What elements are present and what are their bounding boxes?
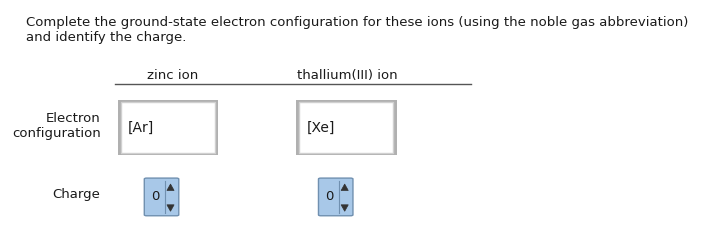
Polygon shape [167,205,174,211]
Text: thallium(III) ion: thallium(III) ion [297,69,398,82]
Text: [Ar]: [Ar] [128,121,154,135]
Polygon shape [341,205,348,211]
Text: zinc ion: zinc ion [147,69,198,82]
Text: Complete the ground-state electron configuration for these ions (using the noble: Complete the ground-state electron confi… [26,16,688,44]
Polygon shape [341,184,348,191]
Text: [Xe]: [Xe] [306,121,335,135]
FancyBboxPatch shape [296,100,397,155]
FancyBboxPatch shape [299,102,393,153]
Polygon shape [167,184,174,191]
Text: 0: 0 [151,190,159,204]
FancyBboxPatch shape [122,102,215,153]
FancyBboxPatch shape [319,178,353,216]
Text: Charge: Charge [53,188,100,201]
Text: 0: 0 [325,190,333,204]
FancyBboxPatch shape [118,100,218,155]
Text: Electron
configuration: Electron configuration [12,112,100,140]
FancyBboxPatch shape [144,178,178,216]
